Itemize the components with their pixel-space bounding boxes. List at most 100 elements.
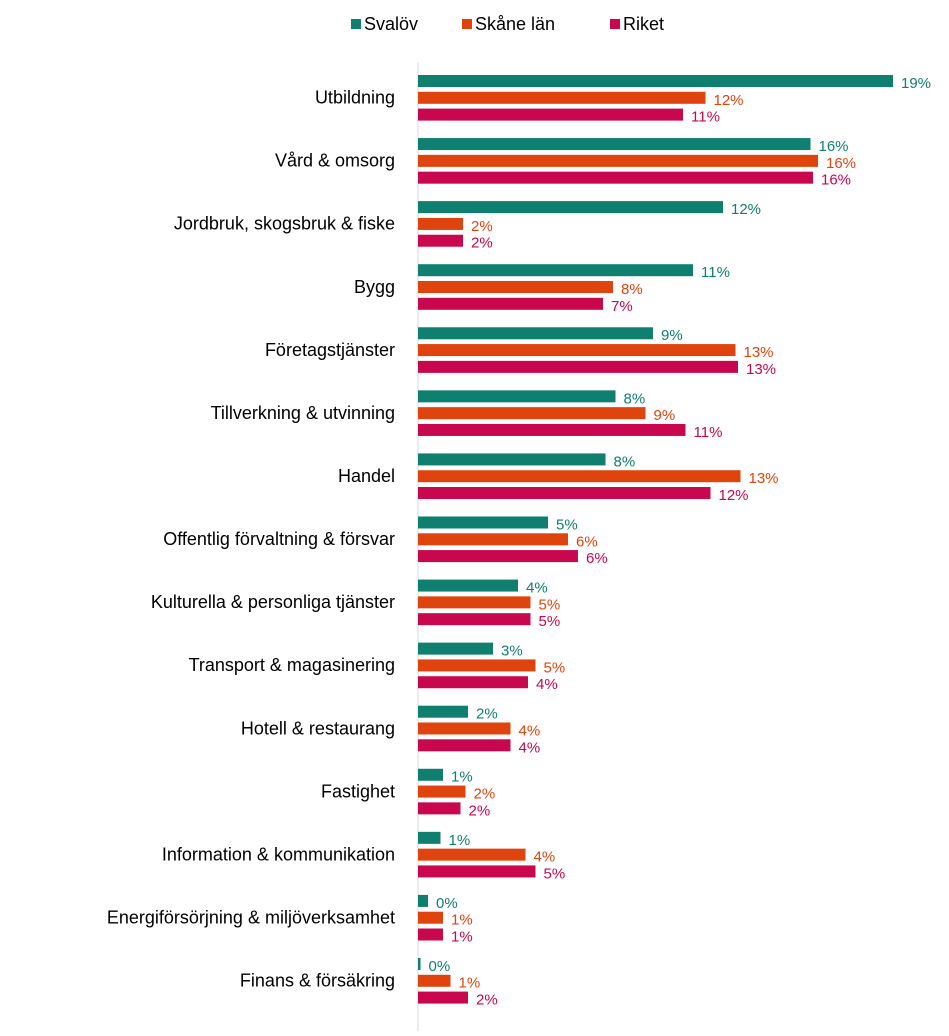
value-label: 4% [526, 580, 548, 597]
bar [418, 344, 736, 357]
bar [418, 487, 711, 500]
value-label: 9% [661, 327, 683, 344]
value-label: 12% [714, 92, 744, 109]
bar [418, 802, 461, 815]
bar [418, 705, 468, 718]
bar [418, 453, 606, 466]
legend-label: Skåne län [475, 14, 555, 34]
bar [418, 281, 613, 294]
category-label: Offentlig förvaltning & försvar [163, 529, 395, 549]
category-label: Bygg [354, 277, 395, 297]
category-label: Information & kommunikation [162, 844, 395, 864]
value-label: 13% [744, 344, 774, 361]
value-label: 4% [519, 739, 541, 756]
category-label: Fastighet [321, 781, 395, 801]
value-label: 2% [476, 706, 498, 723]
value-label: 1% [451, 769, 473, 786]
category-label: Finans & försäkring [240, 971, 395, 991]
value-label: 1% [451, 912, 473, 929]
bar [418, 659, 536, 672]
category-label: Företagstjänster [265, 340, 395, 360]
legend-swatch [462, 19, 472, 29]
bar [418, 848, 526, 861]
category-label: Utbildning [315, 88, 395, 108]
value-label: 2% [469, 802, 491, 819]
value-label: 5% [539, 596, 561, 613]
bar [418, 154, 818, 167]
bar [418, 928, 443, 941]
legend-label: Svalöv [364, 14, 418, 34]
bar [418, 171, 813, 184]
value-label: 13% [746, 361, 776, 378]
value-label: 11% [701, 264, 730, 281]
bar [418, 390, 616, 403]
bar [418, 739, 511, 752]
value-label: 11% [691, 109, 720, 126]
bar [418, 75, 893, 87]
bar [418, 217, 463, 230]
value-label: 8% [614, 453, 636, 470]
bar [418, 470, 741, 483]
value-label: 9% [654, 407, 676, 424]
legend-swatch [610, 19, 620, 29]
bar [418, 550, 578, 563]
value-label: 0% [429, 958, 451, 975]
bar [418, 894, 428, 907]
bar [418, 596, 531, 609]
bar [418, 865, 536, 878]
bar [418, 642, 493, 655]
value-label: 4% [519, 722, 541, 739]
bar [418, 327, 653, 340]
value-label: 11% [694, 424, 723, 441]
bar [418, 579, 518, 592]
category-label: Transport & magasinering [189, 655, 395, 675]
bar [418, 768, 443, 781]
bar [418, 234, 463, 247]
bar [418, 722, 511, 735]
category-label: Tillverkning & utvinning [211, 403, 395, 423]
value-label: 2% [474, 786, 496, 803]
bar [418, 974, 451, 987]
category-label: Vård & omsorg [275, 151, 395, 171]
value-label: 6% [586, 550, 608, 567]
legend-swatch [351, 19, 361, 29]
value-label: 8% [621, 281, 643, 298]
bar [418, 297, 603, 310]
bar [418, 785, 466, 798]
category-label: Hotell & restaurang [241, 718, 395, 738]
value-label: 16% [819, 138, 849, 155]
category-label: Handel [338, 466, 395, 486]
bar [418, 831, 441, 844]
value-label: 19% [901, 75, 931, 92]
bar [418, 108, 683, 121]
value-label: 8% [624, 390, 646, 407]
bar [418, 360, 738, 373]
bar [418, 201, 723, 214]
value-label: 1% [451, 928, 473, 945]
value-label: 4% [534, 849, 556, 866]
value-label: 4% [536, 676, 558, 693]
bar [418, 407, 646, 420]
bar [418, 423, 686, 436]
value-label: 5% [544, 659, 566, 676]
bar [418, 264, 693, 277]
bar [418, 676, 528, 689]
value-label: 3% [501, 643, 523, 660]
bar [418, 991, 468, 1004]
value-label: 2% [476, 992, 498, 1009]
legend-label: Riket [623, 14, 664, 34]
category-label: Kulturella & personliga tjänster [151, 592, 395, 612]
bar [418, 957, 421, 970]
bar [418, 613, 531, 626]
value-label: 5% [556, 516, 578, 533]
value-label: 16% [821, 172, 851, 189]
value-label: 16% [826, 155, 856, 172]
value-label: 13% [749, 470, 779, 487]
value-label: 6% [576, 533, 598, 550]
bar [418, 516, 548, 529]
value-label: 2% [471, 218, 493, 235]
bar [418, 911, 443, 924]
value-label: 2% [471, 235, 493, 252]
value-label: 5% [539, 613, 561, 630]
